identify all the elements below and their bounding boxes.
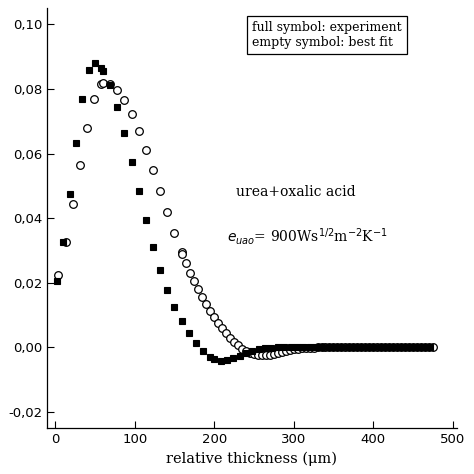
Text: full symbol: experiment
empty symbol: best fit: full symbol: experiment empty symbol: be… bbox=[252, 21, 401, 49]
Text: urea+oxalic acid: urea+oxalic acid bbox=[236, 184, 355, 199]
X-axis label: relative thickness (μm): relative thickness (μm) bbox=[166, 451, 337, 465]
Text: $e_{uao}$= 900Ws$^{1/2}$m$^{-2}$K$^{-1}$: $e_{uao}$= 900Ws$^{1/2}$m$^{-2}$K$^{-1}$ bbox=[228, 227, 388, 247]
